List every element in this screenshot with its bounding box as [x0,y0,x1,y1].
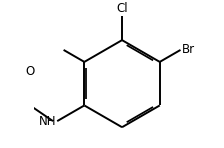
Text: O: O [25,65,35,78]
Text: NH: NH [39,115,56,128]
Text: Br: Br [182,43,195,56]
Text: Cl: Cl [116,2,128,15]
